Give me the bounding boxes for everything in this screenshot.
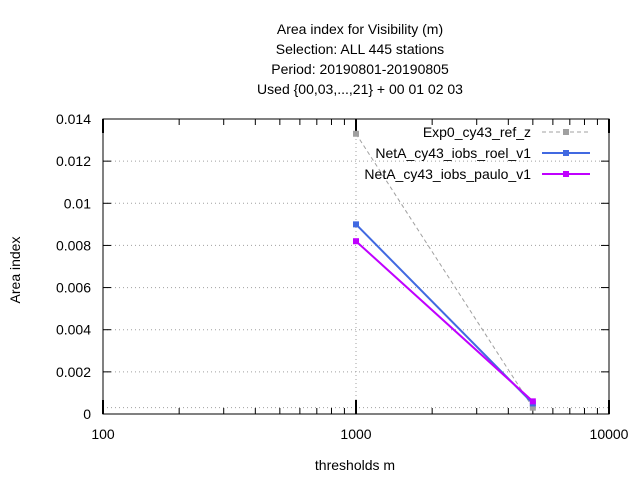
data-point: [353, 130, 359, 137]
title-line-4: Used {00,03,...,21} + 00 01 02 03: [257, 81, 463, 97]
x-tick-label: 10000: [590, 426, 629, 442]
data-point: [353, 238, 359, 245]
title-line-1: Area index for Visibility (m): [277, 21, 443, 37]
series-line: [355, 133, 534, 408]
grid: [103, 119, 609, 414]
y-tick-label: 0.006: [56, 280, 91, 296]
legend-swatch-marker: [563, 129, 569, 135]
legend-swatch-marker: [563, 171, 569, 177]
y-tick-label: 0.01: [64, 195, 91, 211]
legend: Exp0_cy43_ref_z NetA_cy43_iobs_roel_v1 Net…: [364, 124, 590, 182]
y-tick-label: 0.012: [56, 153, 91, 169]
legend-label: NetA_cy43_iobs_roel_v1: [375, 145, 531, 161]
y-axis: 0 0.002 0.004 0.006 0.008 0.01 0.012 0.014: [56, 111, 609, 422]
title-line-3: Period: 20190801-20190805: [271, 61, 449, 77]
x-axis-label: thresholds m: [315, 457, 395, 473]
plot-frame: [102, 118, 610, 415]
title-line-2: Selection: ALL 445 stations: [276, 41, 444, 57]
series-line: [355, 240, 534, 403]
data-point: [529, 404, 536, 411]
y-tick-label: 0: [83, 406, 91, 422]
series-1: [353, 130, 536, 411]
y-tick-label: 0.014: [56, 111, 91, 127]
series-3: [353, 238, 536, 405]
y-axis-label: Area index: [7, 237, 23, 304]
legend-label: Exp0_cy43_ref_z: [423, 124, 531, 140]
data-point: [529, 398, 536, 405]
y-tick-label: 0.004: [56, 322, 91, 338]
x-tick-label: 1000: [340, 426, 371, 442]
x-axis: 100 1000 10000: [91, 119, 629, 442]
y-tick-label: 0.002: [56, 364, 91, 380]
chart-title: Area index for Visibility (m) Selection:…: [257, 21, 463, 97]
data-point: [353, 221, 359, 228]
series-group: [353, 130, 536, 411]
legend-label: NetA_cy43_iobs_paulo_v1: [364, 166, 531, 182]
y-tick-label: 0.008: [56, 237, 91, 253]
legend-swatch-marker: [563, 150, 569, 156]
x-tick-label: 100: [91, 426, 115, 442]
